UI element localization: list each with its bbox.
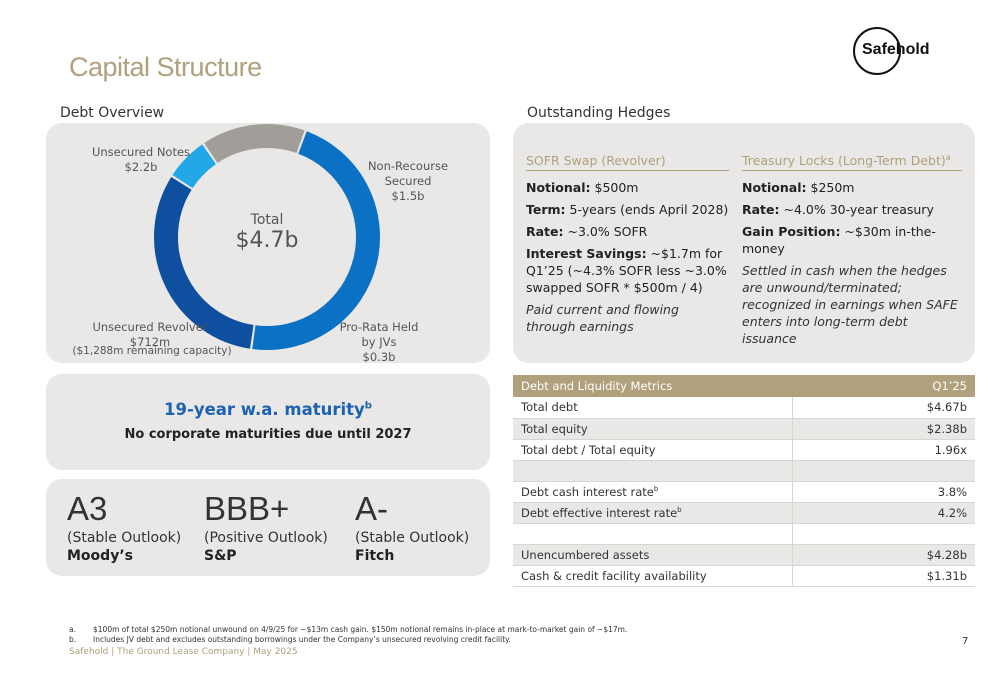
debt-overview-label: Debt Overview [60,105,165,121]
rating-moodys: A3 (Stable Outlook) Moody’s [67,490,182,564]
maturity-subtitle: No corporate maturities due until 2027 [124,427,412,442]
metric-label: Debt cash interest rateb [513,481,792,503]
metric-label [513,460,792,482]
label-revolver-note: ($1,288m remaining capacity) [72,345,232,357]
label-unsecured-notes: Unsecured Notes $2.2b [91,145,191,174]
debt-liquidity-table: Debt and Liquidity Metrics Q1’25 Total d… [513,375,975,587]
maturity-card [46,374,490,470]
table-header-period: Q1’25 [792,375,975,397]
table-row: Total debt $4.67b [513,397,975,419]
table-row [513,460,975,482]
debt-overview-card [46,123,490,363]
page-title: Capital Structure [69,52,262,82]
logo-text: Safehold [862,41,930,58]
table-row: Cash & credit facility availability $1.31… [513,565,975,587]
donut-segment-non-recourse-secured [154,176,254,349]
metric-label: Cash & credit facility availability [513,565,792,587]
page-number: 7 [962,636,969,647]
donut-total-label: Total [250,212,284,228]
table-row [513,523,975,545]
table-row: Unencumbered assets $4.28b [513,544,975,566]
hedges-card [513,123,975,363]
table-row: Debt effective interest rateb 4.2% [513,502,975,524]
metric-label: Total debt / Total equity [513,439,792,461]
sofr-heading: SOFR Swap (Revolver) [526,153,729,171]
maturity-title: 19-year w.a. maturityb [164,400,372,419]
ratings-card [46,479,490,576]
metric-label: Total equity [513,418,792,440]
sofr-swap-column: SOFR Swap (Revolver) Notional: $500m Ter… [526,153,729,334]
label-nonrecourse: Non-Recourse Secured $1.5b [367,159,449,203]
rating-fitch: A- (Stable Outlook) Fitch [355,490,470,564]
metric-value: 3.8% [791,481,975,503]
donut-total-value: $4.7b [235,228,299,253]
table-row: Total debt / Total equity 1.96x [513,439,975,461]
footnote-a: a. $100m of total $250m notional unwound … [69,625,628,634]
metric-label: Unencumbered assets [513,544,792,566]
safehold-logo [853,27,901,75]
metric-value: $4.28b [791,544,975,566]
donut-segment-pro-rata-held-by-jvs [172,144,217,189]
metric-value: $2.38b [791,418,975,440]
metric-value: $1.31b [791,565,975,587]
treasury-heading: Treasury Locks (Long-Term Debt)a [742,153,962,172]
table-header-metric: Debt and Liquidity Metrics [513,375,792,397]
footer-text: Safehold | The Ground Lease Company | Ma… [69,647,298,657]
metric-label: Total debt [513,397,792,419]
outstanding-hedges-label: Outstanding Hedges [527,105,671,121]
metric-label [513,523,792,545]
donut-segment-unsecured-revolver [204,124,305,164]
footnote-b: b. Includes JV debt and excludes outstand… [69,635,511,644]
metric-value: 1.96x [791,439,975,461]
table-row: Total equity $2.38b [513,418,975,440]
treasury-locks-column: Treasury Locks (Long-Term Debt)a Notiona… [742,153,962,352]
metric-value [791,460,975,482]
donut-segment-unsecured-notes [252,131,380,350]
metric-value: $4.67b [791,397,975,419]
table-row: Debt cash interest rateb 3.8% [513,481,975,503]
metric-value [791,523,975,545]
rating-sp: BBB+ (Positive Outlook) S&P [204,490,328,564]
metric-label: Debt effective interest rateb [513,502,792,524]
label-revolver: Unsecured Revolver $712m [92,320,208,349]
metric-value: 4.2% [791,502,975,524]
label-prorata: Pro-Rata Held by JVs $0.3b [339,320,419,364]
